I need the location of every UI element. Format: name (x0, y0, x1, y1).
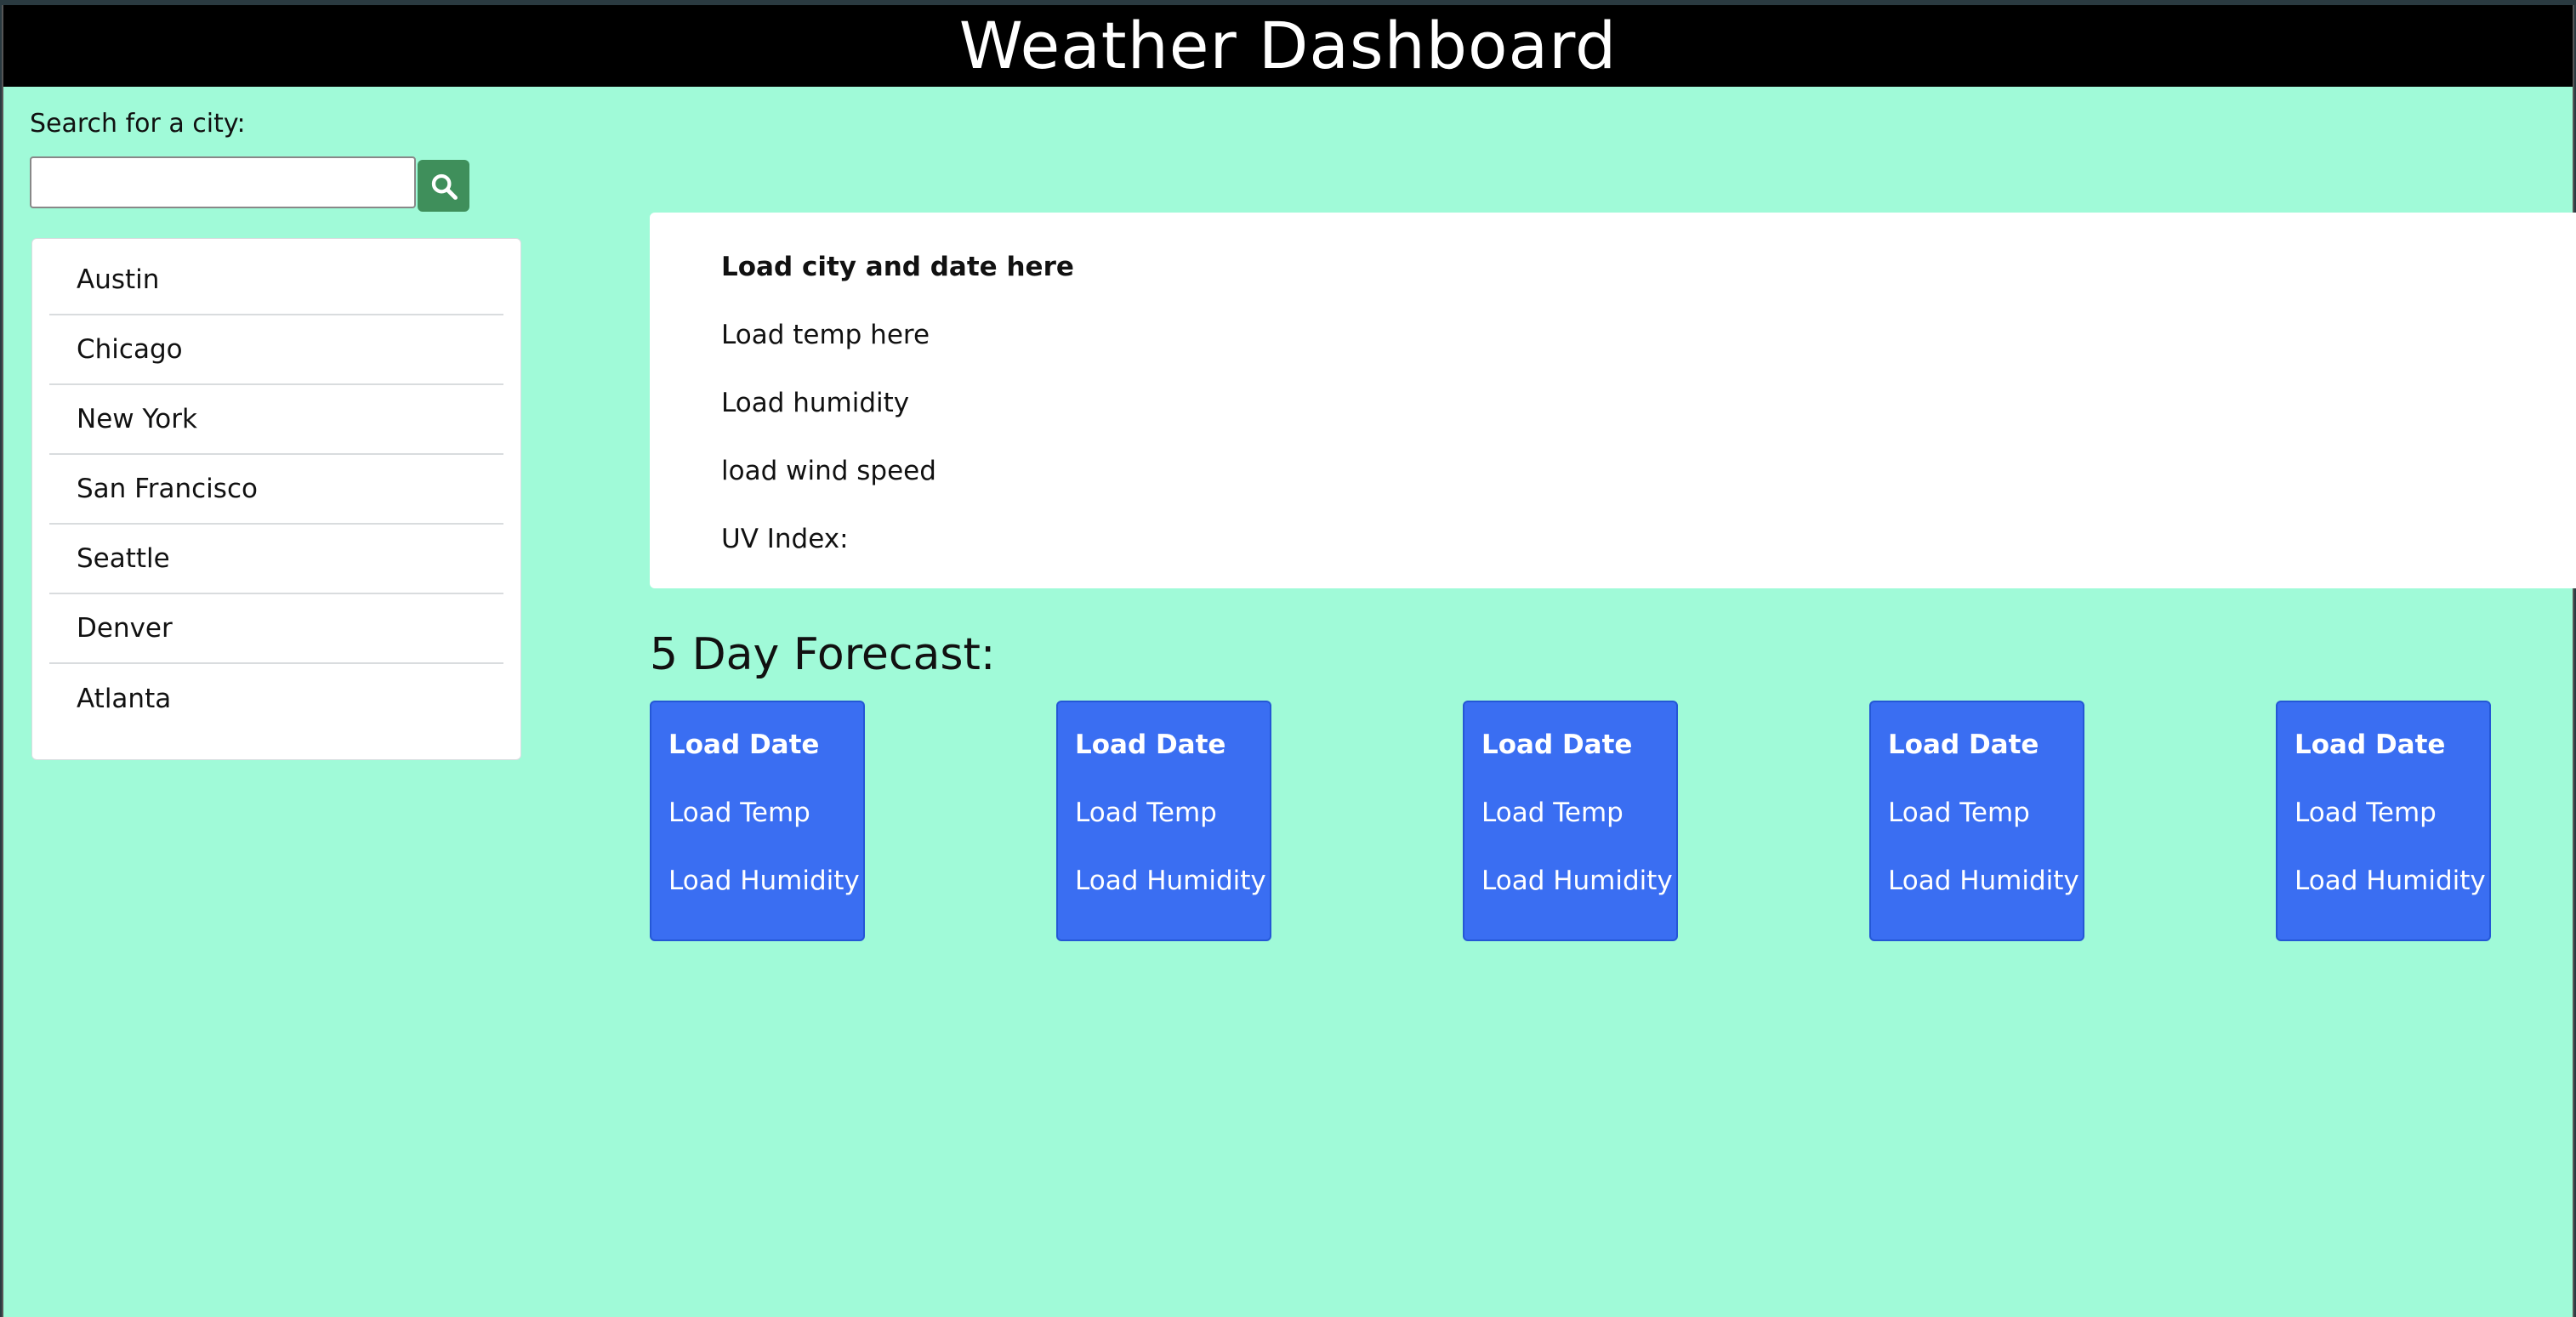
forecast-date: Load Date (2295, 729, 2446, 760)
forecast-humidity: Load Humidity (2295, 866, 2486, 896)
search-button[interactable] (418, 160, 469, 212)
forecast-date: Load Date (1888, 729, 2039, 760)
current-temp: Load temp here (721, 320, 930, 350)
forecast-date: Load Date (668, 729, 820, 760)
current-humidity: Load humidity (721, 388, 910, 418)
city-item-chicago[interactable]: Chicago (49, 315, 503, 385)
forecast-humidity: Load Humidity (1888, 866, 2079, 896)
forecast-humidity: Load Humidity (668, 866, 860, 896)
forecast-temp: Load Temp (1888, 798, 2030, 828)
forecast-row: Load Date Load Temp Load Humidity Load D… (650, 701, 2495, 943)
forecast-card: Load Date Load Temp Load Humidity (1056, 701, 1271, 941)
city-item-atlanta[interactable]: Atlanta (77, 684, 172, 714)
city-item-san-francisco[interactable]: San Francisco (49, 455, 503, 525)
current-wind-speed: load wind speed (721, 456, 936, 486)
forecast-date: Load Date (1075, 729, 1226, 760)
search-label: Search for a city: (30, 109, 246, 139)
forecast-humidity: Load Humidity (1075, 866, 1266, 896)
city-history-list: Austin Chicago New York San Francisco Se… (31, 238, 521, 760)
forecast-card: Load Date Load Temp Load Humidity (2276, 701, 2491, 941)
forecast-humidity: Load Humidity (1481, 866, 1673, 896)
city-item-seattle[interactable]: Seattle (49, 525, 503, 594)
page: Weather Dashboard Search for a city: Aus… (2, 5, 2576, 1317)
forecast-card: Load Date Load Temp Load Humidity (650, 701, 865, 941)
search-input[interactable] (30, 156, 416, 208)
forecast-title: 5 Day Forecast: (650, 629, 996, 680)
forecast-card: Load Date Load Temp Load Humidity (1463, 701, 1678, 941)
forecast-temp: Load Temp (668, 798, 810, 828)
search-icon (431, 173, 458, 200)
page-title: Weather Dashboard (958, 8, 1618, 83)
forecast-temp: Load Temp (1481, 798, 1624, 828)
forecast-temp: Load Temp (2295, 798, 2437, 828)
city-item-denver[interactable]: Denver (49, 594, 503, 664)
forecast-card: Load Date Load Temp Load Humidity (1869, 701, 2084, 941)
current-uv-index: UV Index: (721, 524, 849, 554)
current-city-date: Load city and date here (721, 252, 1074, 282)
forecast-temp: Load Temp (1075, 798, 1217, 828)
current-weather-card: Load city and date here Load temp here L… (650, 213, 2576, 588)
city-item-new-york[interactable]: New York (49, 385, 503, 455)
city-item-austin[interactable]: Austin (49, 246, 503, 315)
forecast-date: Load Date (1481, 729, 1633, 760)
header-bar: Weather Dashboard (3, 5, 2573, 87)
